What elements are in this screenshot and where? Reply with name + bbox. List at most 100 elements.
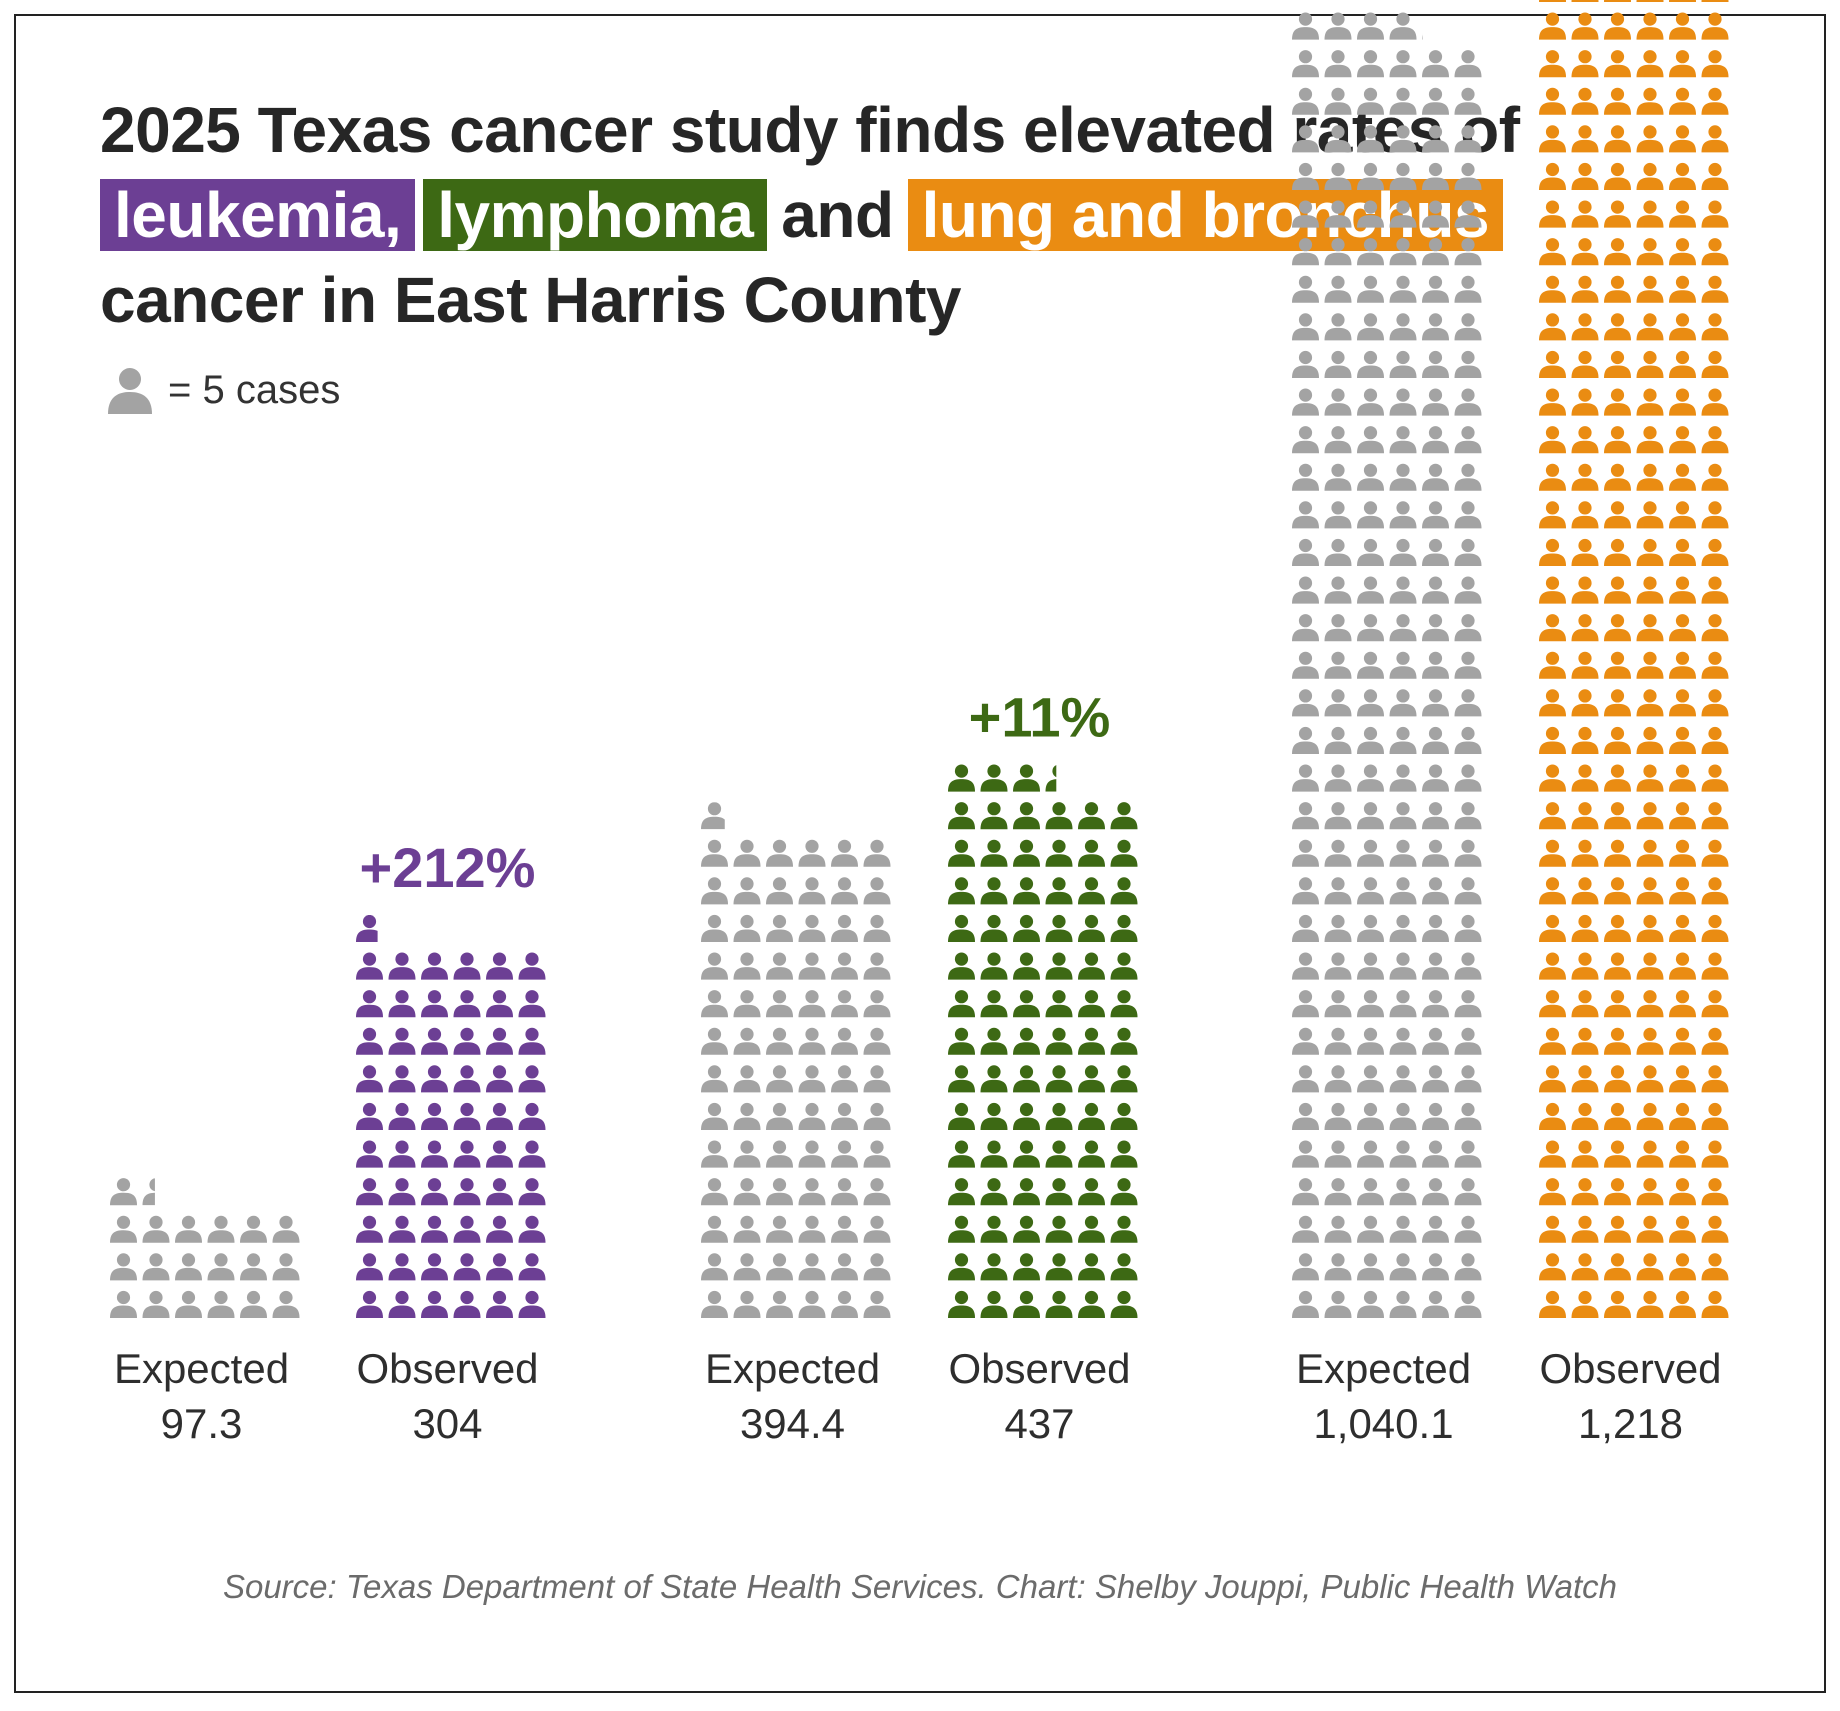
- person-icon: [980, 1290, 1008, 1318]
- person-icon: [1571, 538, 1599, 566]
- person-icon: [1669, 689, 1696, 717]
- person-icon: [1636, 1178, 1664, 1206]
- person-icon: [1701, 0, 1729, 2]
- person-icon: [1292, 839, 1319, 867]
- person-icon: [272, 1290, 300, 1318]
- person-icon: [1571, 501, 1599, 529]
- person-icon: [980, 839, 1008, 867]
- person-icon: [766, 877, 793, 905]
- person-icon: [1357, 1178, 1384, 1206]
- person-icon: [1571, 689, 1599, 717]
- person-icon: [1604, 162, 1631, 190]
- person-icon: [1571, 914, 1599, 942]
- person-icon: [1013, 952, 1040, 980]
- person-icon: [1604, 350, 1631, 378]
- person-icon: [1539, 50, 1566, 78]
- person-icon: [1078, 839, 1105, 867]
- person-icon: [1539, 1027, 1566, 1055]
- person-icon: [1422, 50, 1449, 78]
- person-icon: [1324, 388, 1352, 416]
- person-icon: [1539, 350, 1566, 378]
- person-icon: [1636, 1290, 1664, 1318]
- person-icon: [1292, 689, 1319, 717]
- person-icon: [1292, 576, 1319, 604]
- person-icon: [1045, 1178, 1073, 1206]
- person-icon: [1389, 802, 1417, 830]
- person-icon-partial: [1045, 765, 1057, 792]
- person-icon: [1013, 802, 1040, 830]
- person-icon: [766, 839, 793, 867]
- person-icon: [831, 1178, 858, 1206]
- person-icon: [980, 877, 1008, 905]
- person-icon: [1636, 839, 1664, 867]
- person-icon: [1324, 538, 1352, 566]
- person-icon: [388, 1178, 416, 1206]
- person-icon: [1013, 1140, 1040, 1168]
- person-icon: [1324, 614, 1352, 642]
- person-icon: [1454, 50, 1482, 78]
- person-icon: [1539, 990, 1566, 1018]
- person-icon: [1701, 576, 1729, 604]
- person-icon: [1669, 275, 1696, 303]
- person-icon: [1454, 388, 1482, 416]
- person-icon: [1422, 689, 1449, 717]
- person-icon: [1539, 614, 1566, 642]
- person-icon: [1292, 726, 1319, 754]
- person-icon: [1292, 1215, 1319, 1243]
- person-icon: [1454, 802, 1482, 830]
- person-icon: [1669, 313, 1696, 341]
- chart-title: 2025 Texas cancer study finds elevated r…: [100, 88, 1660, 343]
- person-icon: [272, 1215, 300, 1243]
- person-icon: [1422, 238, 1449, 266]
- person-icon: [701, 1290, 728, 1318]
- person-icon: [1422, 125, 1449, 153]
- person-icon: [1701, 350, 1729, 378]
- person-icon: [1422, 914, 1449, 942]
- highlight-lymphoma: lymphoma: [423, 179, 768, 251]
- person-icon: [1636, 463, 1664, 491]
- person-icon: [1324, 350, 1352, 378]
- person-icon: [1013, 1215, 1040, 1243]
- person-icon: [1078, 1253, 1105, 1281]
- person-icon: [1701, 651, 1729, 679]
- person-icon: [1110, 1215, 1138, 1243]
- person-icon: [1604, 87, 1631, 115]
- person-icon: [1013, 914, 1040, 942]
- observed-value: 1,218: [1578, 1400, 1683, 1447]
- person-icon: [1636, 689, 1664, 717]
- person-icon: [1357, 238, 1384, 266]
- person-icon: [175, 1290, 202, 1318]
- person-icon: [1571, 1215, 1599, 1243]
- person-icon: [1539, 12, 1566, 40]
- person-icon: [948, 764, 975, 792]
- person-icon: [1324, 802, 1352, 830]
- person-icon: [1013, 1102, 1040, 1130]
- person-icon: [1454, 990, 1482, 1018]
- person-icon: [798, 1102, 826, 1130]
- person-icon: [1389, 463, 1417, 491]
- person-icon: [1604, 125, 1631, 153]
- person-icon: [356, 1178, 383, 1206]
- person-icon: [1292, 1253, 1319, 1281]
- person-icon: [175, 1215, 202, 1243]
- person-icon: [1389, 1102, 1417, 1130]
- person-icon: [798, 952, 826, 980]
- person-icon: [1422, 877, 1449, 905]
- person-icon: [1324, 275, 1352, 303]
- person-icon: [1422, 839, 1449, 867]
- person-icon: [1571, 990, 1599, 1018]
- person-icon: [1422, 1253, 1449, 1281]
- person-icon: [1389, 350, 1417, 378]
- person-icon: [1636, 1253, 1664, 1281]
- person-icon: [1669, 802, 1696, 830]
- person-icon: [1357, 1027, 1384, 1055]
- person-icon: [1701, 87, 1729, 115]
- person-icon: [798, 1253, 826, 1281]
- person-icon: [1357, 726, 1384, 754]
- person-icon: [453, 952, 481, 980]
- person-icon: [1701, 689, 1729, 717]
- person-icon: [1636, 651, 1664, 679]
- person-icon: [1045, 1290, 1073, 1318]
- title-line-3: cancer in East Harris County: [100, 264, 961, 336]
- person-icon: [272, 1253, 300, 1281]
